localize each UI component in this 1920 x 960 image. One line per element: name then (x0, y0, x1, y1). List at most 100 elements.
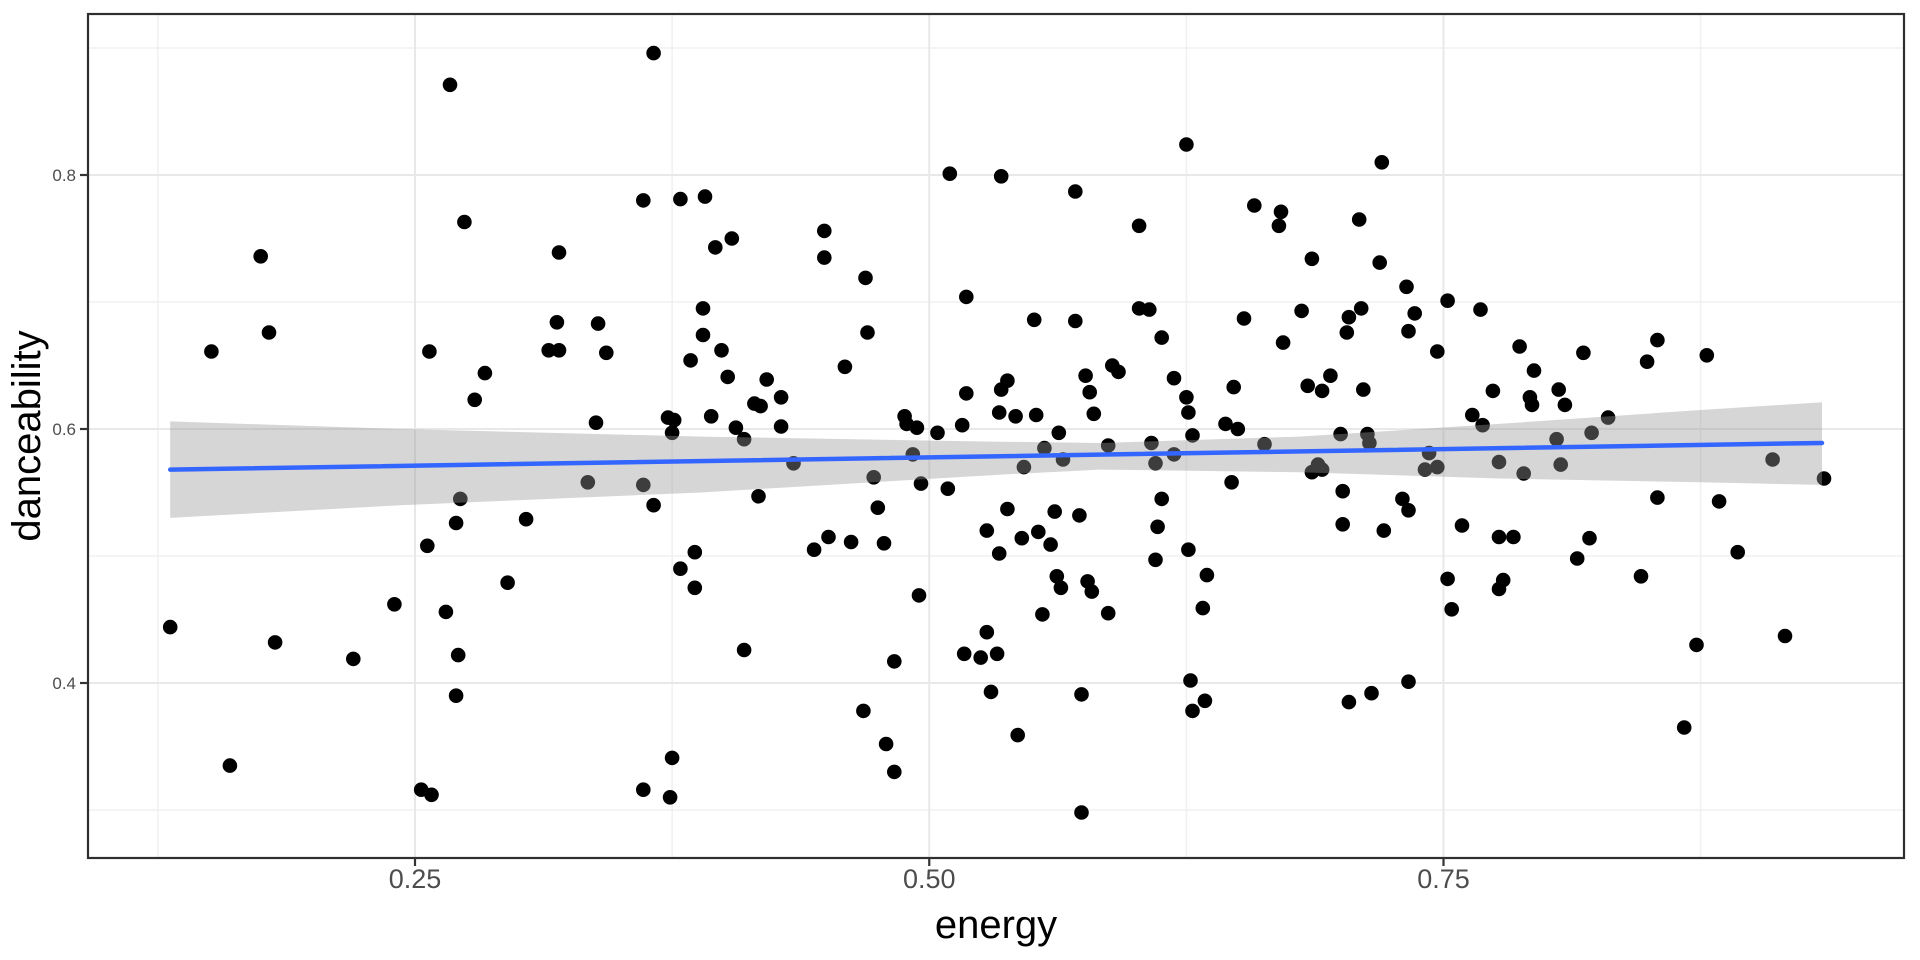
scatter-point (1247, 198, 1262, 213)
scatter-point (858, 270, 873, 286)
scatter-point (687, 580, 703, 596)
smooth-layer (167, 402, 1825, 518)
scatter-point (1362, 435, 1377, 451)
scatter-point (1000, 373, 1015, 389)
scatter-point (1395, 491, 1410, 507)
scatter-point (1417, 462, 1433, 477)
scatter-point (1199, 567, 1215, 583)
scatter-point (973, 650, 988, 665)
scatter-point (588, 415, 604, 431)
scatter-point (1444, 602, 1459, 617)
scatter-point (1524, 397, 1540, 413)
scatter-point (708, 240, 723, 255)
scatter-point (1179, 137, 1194, 152)
scatter-point (1372, 255, 1387, 270)
scatter-point (664, 425, 680, 441)
scatter-point (1475, 417, 1490, 433)
scatter-point (222, 758, 238, 773)
scatter-point (687, 544, 703, 560)
scatter-point (467, 392, 483, 408)
scatter-point (1407, 306, 1422, 321)
scatter-point (1399, 279, 1414, 295)
scatter-point (1100, 605, 1116, 621)
scatter-point (1226, 379, 1241, 395)
x-tick-label: 0.50 (903, 864, 956, 894)
scatter-point (909, 420, 925, 436)
scatter-point (1765, 452, 1780, 467)
scatter-point (1026, 312, 1042, 328)
scatter-point (1224, 475, 1239, 490)
scatter-point (1430, 344, 1445, 359)
scatter-point (477, 365, 493, 381)
scatter-point (1401, 503, 1416, 518)
scatter-point (1353, 301, 1369, 316)
scatter-point (979, 523, 995, 538)
scatter-point (1351, 212, 1367, 227)
scatter-point (457, 214, 472, 230)
scatter-point (1131, 218, 1147, 234)
scatter-point (751, 489, 766, 504)
scatter-point (1035, 607, 1050, 622)
scatter-point (549, 315, 565, 330)
scatter-point (1689, 637, 1704, 653)
scatter-point (1000, 501, 1015, 517)
scatter-point (956, 646, 972, 662)
panel-border (86, 12, 1906, 860)
scatter-point (1142, 302, 1157, 317)
scatter-point (703, 409, 719, 424)
scatter-point (261, 325, 277, 340)
scatter-point (759, 372, 774, 387)
scatter-point (1271, 218, 1287, 234)
scatter-point (1341, 309, 1357, 325)
scatter-point (1485, 383, 1501, 399)
scatter-point (1072, 508, 1087, 523)
scatter-point (551, 343, 567, 358)
scatter-point (1150, 519, 1165, 535)
scatter-point (993, 169, 1009, 184)
scatter-point (773, 390, 789, 405)
scatter-point (1154, 491, 1169, 507)
scatter-point (267, 635, 283, 650)
scatter-point (1633, 569, 1649, 584)
scatter-point (424, 787, 439, 803)
scatter-point (1506, 529, 1521, 545)
scatter-point (1031, 524, 1046, 540)
y-tick-label: 0.8 (52, 166, 76, 185)
scatter-point (1016, 459, 1032, 475)
scatter-point (1166, 370, 1182, 386)
scatter-point (728, 420, 744, 436)
scatter-point (913, 476, 929, 491)
scatter-point (695, 327, 711, 343)
scatter-point (1512, 339, 1527, 354)
scatter-point (1111, 364, 1126, 380)
scatter-point (1148, 456, 1163, 471)
scatter-point (714, 343, 729, 358)
scatter-point (1010, 727, 1025, 743)
scatter-point (1181, 405, 1196, 420)
scatter-point (1084, 584, 1100, 599)
scatter-point (1183, 673, 1198, 688)
scatter-point (646, 497, 661, 513)
scatter-point (1335, 517, 1350, 532)
x-axis-title: energy (935, 903, 1057, 947)
scatter-point (1068, 184, 1083, 199)
scatter-point (1430, 459, 1445, 475)
scatter-point (887, 654, 902, 669)
scatter-point (1008, 409, 1023, 424)
scatter-point (1185, 428, 1200, 443)
scatter-point (1650, 490, 1665, 505)
y-tick-label: 0.4 (52, 674, 76, 693)
scatter-point (773, 419, 789, 434)
scatter-point (1074, 687, 1089, 702)
scatter-point (1051, 425, 1067, 441)
scatter-point (1037, 440, 1052, 456)
scatter-point (724, 231, 740, 246)
scatter-point (1314, 383, 1330, 399)
scatter-point (940, 481, 956, 497)
scatter-point (870, 500, 886, 515)
scatter-point (541, 343, 556, 358)
scatter-point (1300, 378, 1315, 394)
scatter-point (878, 736, 894, 752)
scatter-point (954, 417, 970, 433)
scatter-point (204, 344, 219, 359)
